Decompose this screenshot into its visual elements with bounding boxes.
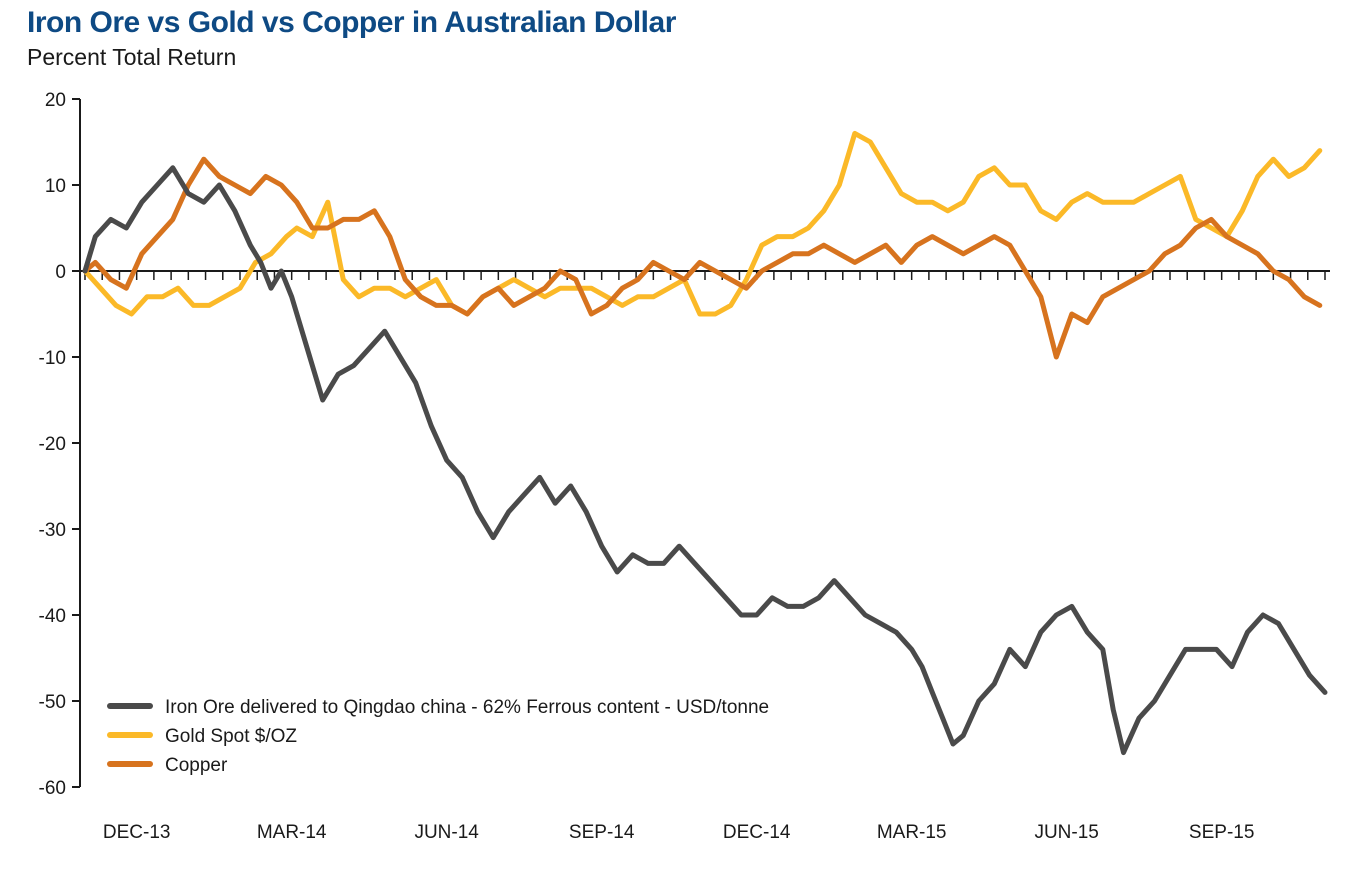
axes: 20 10 0 -10 -20 -30 -40 -50 -60 DEC-13 MAR-14 JUN-1… <box>39 90 1330 843</box>
x-tick-label: DEC-14 <box>723 822 791 843</box>
x-tick-label: MAR-15 <box>877 822 947 843</box>
y-tick-label: 0 <box>55 262 66 283</box>
legend-label-1: Gold Spot $/OZ <box>165 726 297 747</box>
x-tick-label: MAR-14 <box>257 822 327 843</box>
chart-title: Iron Ore vs Gold vs Copper in Australian… <box>27 6 676 39</box>
series-line-0 <box>82 165 1328 756</box>
series-line-1 <box>82 130 1323 317</box>
legend: Iron Ore delivered to Qingdao china - 62… <box>107 697 769 776</box>
x-tick-label: SEP-14 <box>569 822 635 843</box>
y-tick-label: -30 <box>39 520 66 541</box>
chart-subtitle: Percent Total Return <box>27 44 237 70</box>
x-tick-label: JUN-15 <box>1034 822 1098 843</box>
series-line-2 <box>82 156 1323 360</box>
x-tick-label: SEP-15 <box>1189 822 1254 843</box>
y-tick-label: 20 <box>45 90 66 111</box>
y-tick-label: 10 <box>45 176 66 197</box>
y-tick-label: -50 <box>39 692 66 713</box>
y-tick-label: -40 <box>39 606 66 627</box>
y-tick-label: -20 <box>39 434 66 455</box>
y-tick-label: -60 <box>39 778 66 799</box>
x-tick-label: DEC-13 <box>103 822 171 843</box>
legend-label-0: Iron Ore delivered to Qingdao china - 62… <box>165 697 769 718</box>
x-tick-label: JUN-14 <box>414 822 479 843</box>
legend-label-2: Copper <box>165 755 228 776</box>
y-tick-label: -10 <box>39 348 66 369</box>
series-layer <box>82 130 1328 756</box>
